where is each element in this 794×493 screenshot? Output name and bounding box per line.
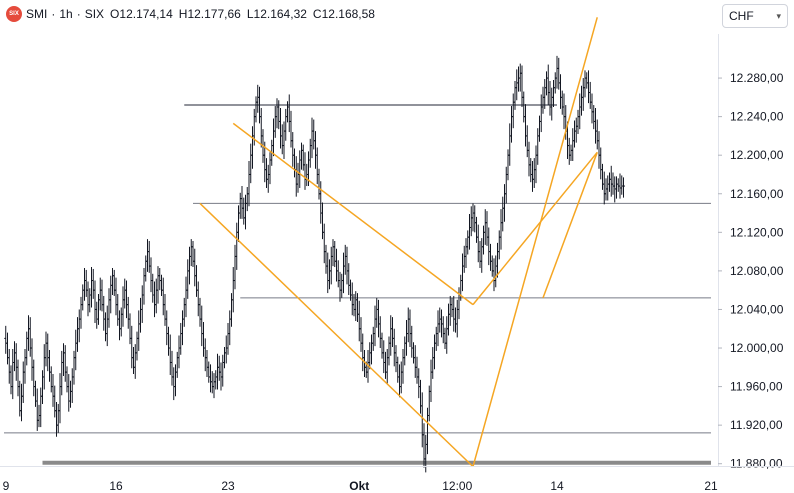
open-value: 12.174,14	[119, 7, 173, 21]
time-axis-label: Okt	[349, 479, 369, 493]
chart-legend: SIX SMI · 1h · SIX O12.174,14 H12.177,66…	[6, 6, 375, 22]
exchange-label: SIX	[84, 7, 105, 21]
high-value: 12.177,66	[187, 7, 241, 21]
channel-line-2	[472, 17, 598, 467]
time-axis-label: 23	[221, 479, 235, 493]
candle	[622, 177, 625, 198]
price-axis-label: 12.120,00	[730, 225, 784, 239]
price-axis-label: 11.880,00	[730, 457, 783, 471]
price-axis-label: 12.200,00	[730, 148, 784, 162]
symbol-label[interactable]: SMI	[26, 7, 48, 21]
low-label: L	[246, 7, 254, 21]
close-value: 12.168,58	[321, 7, 375, 21]
currency-dropdown[interactable]: CHF ▾	[722, 4, 788, 28]
price-axis-label: 12.080,00	[730, 264, 784, 278]
price-axis-label: 12.040,00	[730, 302, 784, 316]
six-logo-icon: SIX	[6, 6, 22, 22]
price-axis-label: 12.240,00	[730, 110, 784, 124]
low-value: 12.164,32	[253, 7, 307, 21]
channel-line-4	[542, 152, 598, 299]
time-axis-label: 12:00	[442, 479, 472, 493]
time-axis-label: 16	[109, 479, 123, 493]
chevron-down-icon: ▾	[776, 10, 781, 21]
open-label: O	[110, 7, 120, 21]
price-axis-label: 11.920,00	[730, 418, 783, 432]
channel-line-0	[199, 202, 474, 468]
channel-line-3	[472, 151, 598, 306]
currency-label: CHF	[729, 9, 754, 23]
time-axis-label: 9	[3, 479, 10, 493]
price-axis-label: 12.280,00	[730, 71, 784, 85]
time-axis-label: 14	[550, 479, 564, 493]
high-label: H	[178, 7, 188, 21]
price-axis-label: 11.960,00	[730, 380, 783, 394]
interval-label[interactable]: 1h	[59, 7, 73, 21]
close-label: C	[312, 7, 322, 21]
price-axis-label: 12.160,00	[730, 187, 784, 201]
channel-line-1	[232, 122, 474, 306]
time-axis-label: 21	[704, 479, 718, 493]
price-axis-label: 12.000,00	[730, 341, 784, 355]
price-axis-background	[718, 0, 794, 493]
